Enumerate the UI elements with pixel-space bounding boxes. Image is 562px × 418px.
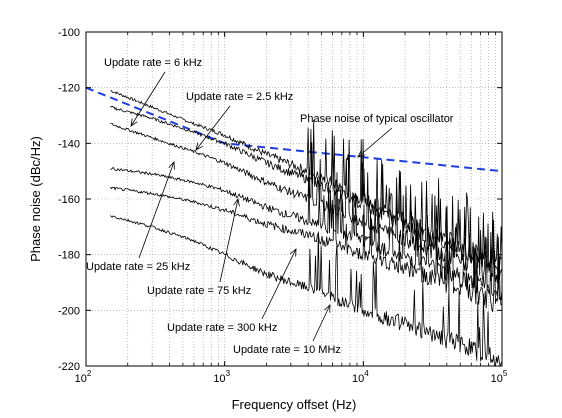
y-tick-label: -100 xyxy=(58,27,80,39)
x-tick-label: 103 xyxy=(213,369,230,385)
x-tick-exponent: 3 xyxy=(226,369,231,378)
annotation-arrow-head xyxy=(195,142,203,151)
x-tick-base: 10 xyxy=(213,373,225,385)
annotation-label: Update rate = 300 kHz xyxy=(167,322,277,334)
annotation-arrow-head xyxy=(233,198,240,207)
series-line-5 xyxy=(110,186,503,313)
y-tick-label: -160 xyxy=(58,194,80,206)
y-tick-label: -200 xyxy=(58,305,80,317)
series-layer xyxy=(85,86,503,368)
annotation-arrow-shaft xyxy=(138,161,175,259)
annotation-layer: Update rate = 6 kHz Update rate = 2.5 kHz… xyxy=(86,57,454,356)
x-tick-exponent: 5 xyxy=(503,369,508,378)
annotation-arrow-shaft xyxy=(195,105,231,151)
annotation-arrow-head xyxy=(130,118,138,127)
y-axis-title: Phase noise (dBc/Hz) xyxy=(28,136,43,262)
annotation-arrow-head xyxy=(168,161,175,170)
grid xyxy=(86,32,502,366)
annotation-arrow-shaft xyxy=(261,248,297,320)
annotation-label: Update rate = 2.5 kHz xyxy=(186,91,293,103)
annotation-arrow-head xyxy=(324,304,331,313)
annotation-arrow-shaft xyxy=(357,127,393,158)
x-tick-label: 102 xyxy=(75,369,92,385)
y-tick-label: -220 xyxy=(58,361,80,373)
annotation-arrow-shaft xyxy=(219,198,239,283)
series-line-4 xyxy=(110,166,503,301)
series-line-6 xyxy=(110,215,503,368)
x-tick-label: 105 xyxy=(491,369,508,385)
y-tick-label: -140 xyxy=(58,138,80,150)
x-tick-base: 10 xyxy=(491,373,503,385)
annotation-label: Phase noise of typical oscillator xyxy=(300,113,454,125)
annotation-arrow-shaft xyxy=(130,71,166,127)
annotation-label: Update rate = 6 kHz xyxy=(104,57,202,69)
x-tick-label: 104 xyxy=(352,369,369,385)
x-tick-base: 10 xyxy=(352,373,364,385)
annotation-arrow-shaft xyxy=(312,304,331,342)
annotation-label: Update rate = 25 kHz xyxy=(86,261,190,273)
series-line-3 xyxy=(110,122,503,284)
x-axis-title: Frequency offset (Hz) xyxy=(232,397,357,412)
series-line-1 xyxy=(110,90,503,269)
x-tick-exponent: 2 xyxy=(87,369,92,378)
series-line-typical-oscillator xyxy=(85,86,503,173)
annotation-arrow-head xyxy=(357,149,366,158)
annotation-label: Update rate = 10 MHz xyxy=(233,344,341,356)
y-tick-label: -120 xyxy=(58,83,80,95)
annotation-label: Update rate = 75 kHz xyxy=(147,285,251,297)
x-tick-base: 10 xyxy=(75,373,87,385)
y-tick-label: -180 xyxy=(58,250,80,262)
series-line-2 xyxy=(110,105,503,273)
annotation-arrow-head xyxy=(289,248,297,257)
x-tick-exponent: 4 xyxy=(364,369,369,378)
